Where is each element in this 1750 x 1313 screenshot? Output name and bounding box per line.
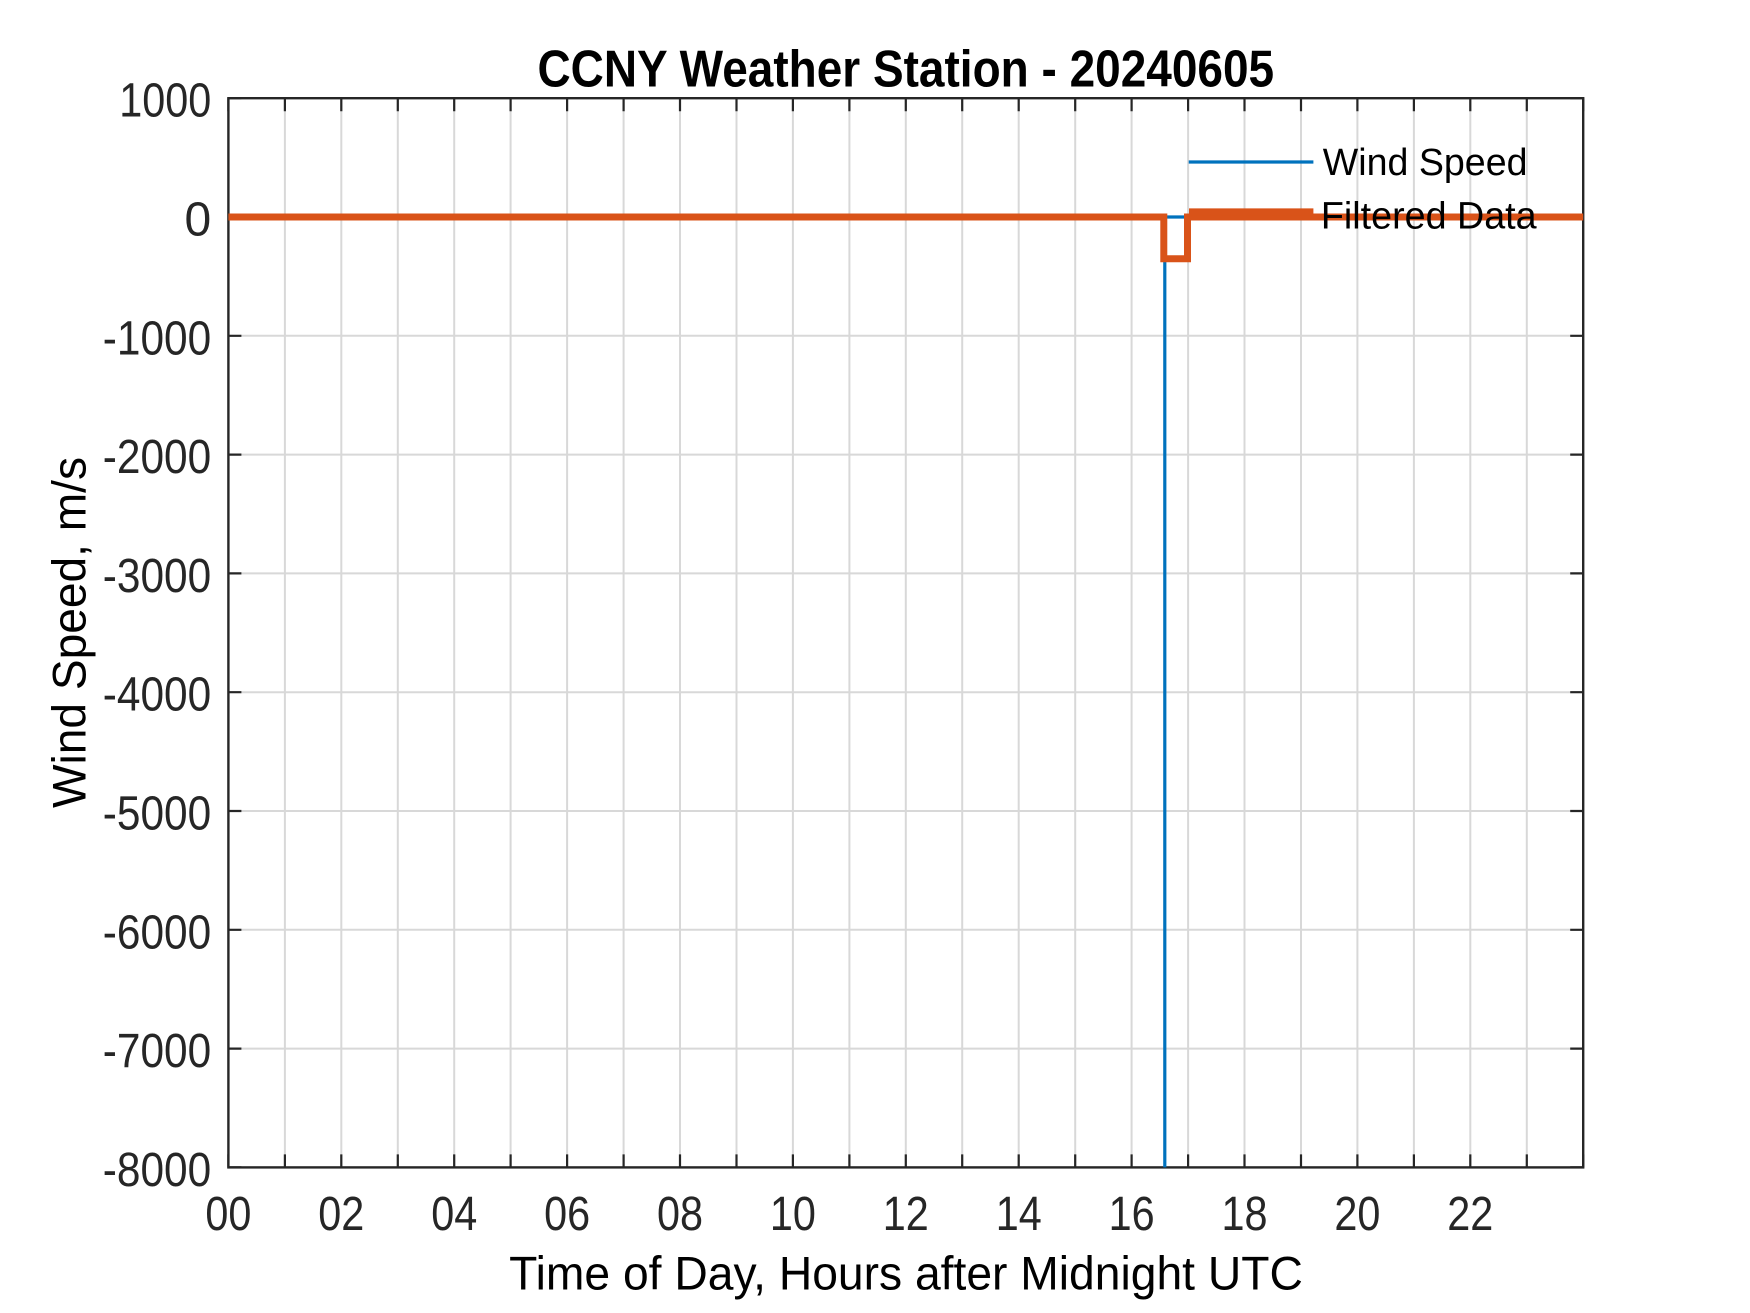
svg-text:-8000: -8000 (103, 1144, 211, 1197)
svg-text:-3000: -3000 (103, 550, 211, 603)
svg-text:-2000: -2000 (103, 431, 211, 484)
svg-text:Wind Speed, m/s: Wind Speed, m/s (42, 457, 95, 808)
svg-text:20: 20 (1334, 1188, 1380, 1241)
svg-text:22: 22 (1447, 1188, 1493, 1241)
svg-text:12: 12 (883, 1188, 929, 1241)
svg-text:02: 02 (318, 1188, 364, 1241)
svg-text:08: 08 (657, 1188, 703, 1241)
svg-text:-7000: -7000 (103, 1025, 211, 1078)
svg-text:Filtered Data: Filtered Data (1321, 195, 1537, 238)
svg-text:06: 06 (544, 1188, 590, 1241)
svg-text:-5000: -5000 (103, 788, 211, 841)
svg-text:0: 0 (184, 194, 211, 247)
svg-text:00: 00 (205, 1188, 251, 1241)
svg-text:16: 16 (1109, 1188, 1155, 1241)
svg-text:04: 04 (431, 1188, 477, 1241)
svg-text:14: 14 (996, 1188, 1042, 1241)
svg-text:-1000: -1000 (103, 312, 211, 365)
svg-text:Wind Speed: Wind Speed (1323, 141, 1528, 184)
svg-text:10: 10 (770, 1188, 816, 1241)
svg-text:-4000: -4000 (103, 669, 211, 722)
svg-text:CCNY Weather Station - 2024060: CCNY Weather Station - 20240605 (537, 40, 1274, 98)
svg-text:-6000: -6000 (103, 906, 211, 959)
svg-text:18: 18 (1222, 1188, 1268, 1241)
svg-text:Time of Day, Hours after Midni: Time of Day, Hours after Midnight UTC (509, 1246, 1303, 1299)
svg-text:1000: 1000 (119, 75, 211, 128)
